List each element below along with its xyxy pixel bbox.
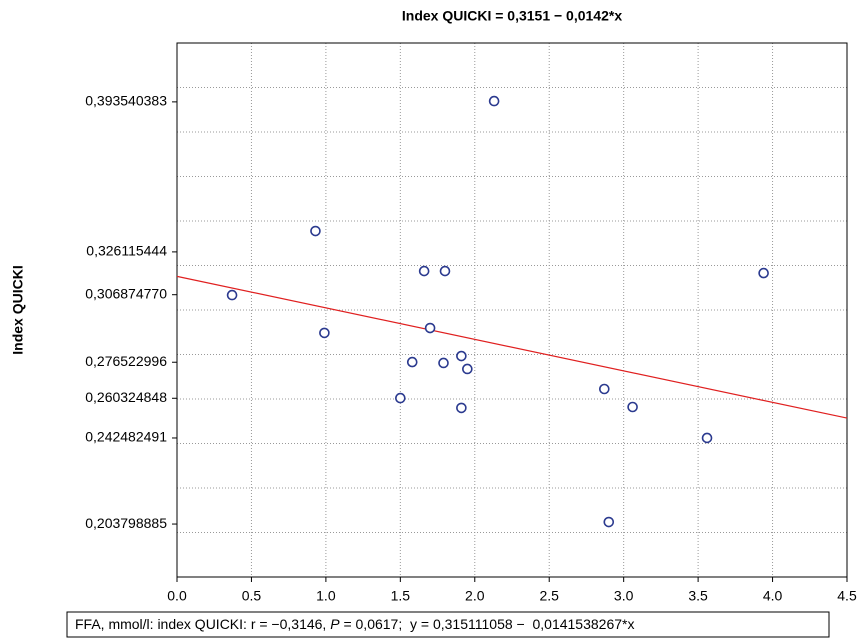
- y-tick-label: 0,276522996: [85, 353, 167, 369]
- point: [599, 383, 610, 395]
- point: [488, 95, 500, 107]
- point: [418, 265, 430, 277]
- y-tick-label: 0,203798885: [85, 515, 167, 531]
- point: [395, 392, 406, 404]
- x-tick-label: 4.5: [837, 588, 857, 604]
- y-tick-label: 0,242482491: [85, 429, 167, 445]
- point: [603, 516, 615, 528]
- point: [226, 289, 238, 301]
- y-axis-label: Index QUICKI: [10, 265, 26, 354]
- footer-box: [66, 611, 830, 638]
- point: [456, 350, 467, 362]
- footer-part: = 0,0617; y = 0,315111058 − 0,0141538267…: [340, 616, 635, 632]
- point: [462, 363, 473, 375]
- footer: FFA, mmol/l: index QUICKI: r = −0,3146, …: [75, 616, 634, 632]
- plot-frame: [176, 42, 848, 578]
- y-tick-label: 0,393540383: [85, 93, 167, 109]
- x-tick-label: 4.0: [763, 588, 783, 604]
- x-tick-label: 0.0: [167, 588, 187, 604]
- x-tick-label: 2.0: [465, 588, 485, 604]
- point: [701, 432, 713, 444]
- x-tick-label: 3.0: [614, 588, 634, 604]
- point: [758, 267, 769, 279]
- point: [406, 356, 418, 368]
- x-tick-label: 1.0: [316, 588, 336, 604]
- point: [456, 402, 467, 414]
- point: [424, 322, 436, 334]
- point: [627, 401, 638, 413]
- point: [438, 357, 449, 369]
- x-tick-label: 2.5: [539, 588, 559, 604]
- y-tick-label: 0,306874770: [85, 285, 167, 301]
- x-tick-label: 3.5: [688, 588, 708, 604]
- regression-line: [176, 275, 848, 419]
- point: [439, 265, 451, 277]
- footer-part: P: [330, 616, 340, 632]
- footer-part: FFA, mmol/l: index QUICKI: r = −0,3146,: [75, 616, 330, 632]
- x-tick-label: 0.5: [242, 588, 262, 604]
- y-tick-label: 0,260324848: [85, 389, 167, 405]
- point: [319, 327, 330, 339]
- y-tick-label: 0,326115444: [86, 243, 167, 259]
- x-tick-label: 1.5: [391, 588, 411, 604]
- point: [310, 225, 321, 237]
- chart-title: Index QUICKI = 0,3151 − 0,0142*x: [402, 8, 622, 24]
